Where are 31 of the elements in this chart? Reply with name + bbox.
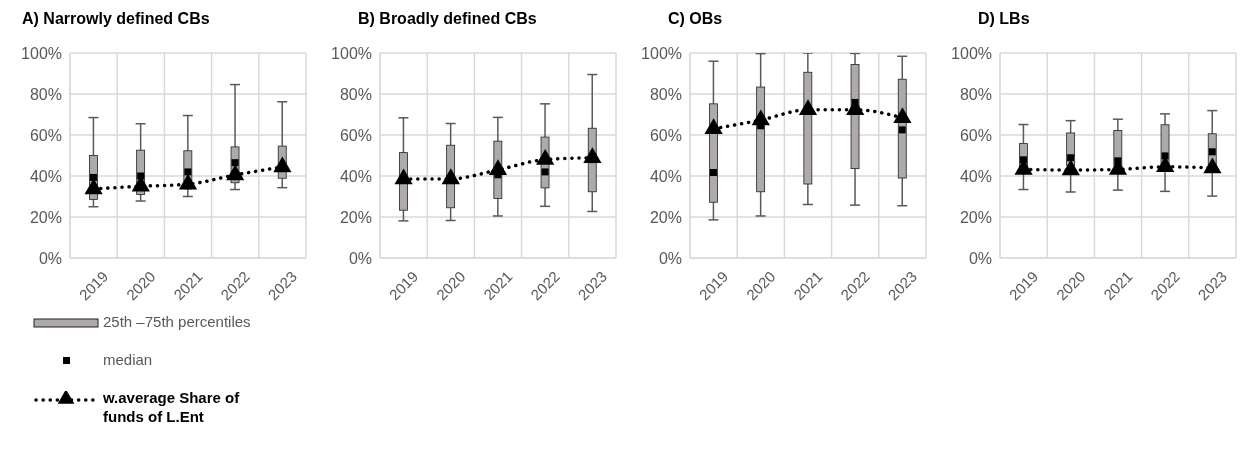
y-tick-label: 60% <box>959 126 992 144</box>
y-tick-label: 0% <box>38 249 62 267</box>
y-tick-label: 80% <box>29 85 62 103</box>
chart-title: B) Broadly defined CBs <box>358 10 537 28</box>
y-tick-label: 80% <box>649 85 682 103</box>
y-tick-label: 100% <box>331 44 372 62</box>
chart-title: D) LBs <box>978 10 1030 28</box>
y-tick-label: 20% <box>339 208 372 226</box>
text: median <box>103 350 154 369</box>
chart-title: A) Narrowly defined CBs <box>22 10 210 28</box>
y-tick-label: 20% <box>649 208 682 226</box>
y-tick-label: 40% <box>29 167 62 185</box>
y-tick-label: 100% <box>21 44 62 62</box>
legend-label: 25th –75th percentiles <box>103 312 252 331</box>
y-tick-label: 0% <box>658 249 682 267</box>
y-tick-label: 20% <box>29 208 62 226</box>
y-tick-label: 60% <box>649 126 682 144</box>
legend-label: w.average Share of funds of L.Ent <box>103 388 241 426</box>
chart-title: C) OBs <box>668 10 723 28</box>
y-tick-label: 60% <box>339 126 372 144</box>
y-tick-label: 80% <box>959 85 992 103</box>
y-tick-label: 40% <box>339 167 372 185</box>
y-tick-label: 80% <box>339 85 372 103</box>
y-tick-label: 60% <box>29 126 62 144</box>
y-tick-label: 100% <box>641 44 682 62</box>
y-tick-label: 40% <box>959 167 992 185</box>
y-tick-label: 0% <box>968 249 992 267</box>
y-tick-label: 40% <box>649 167 682 185</box>
y-tick-label: 100% <box>951 44 992 62</box>
y-tick-label: 0% <box>348 249 372 267</box>
y-tick-label: 20% <box>959 208 992 226</box>
